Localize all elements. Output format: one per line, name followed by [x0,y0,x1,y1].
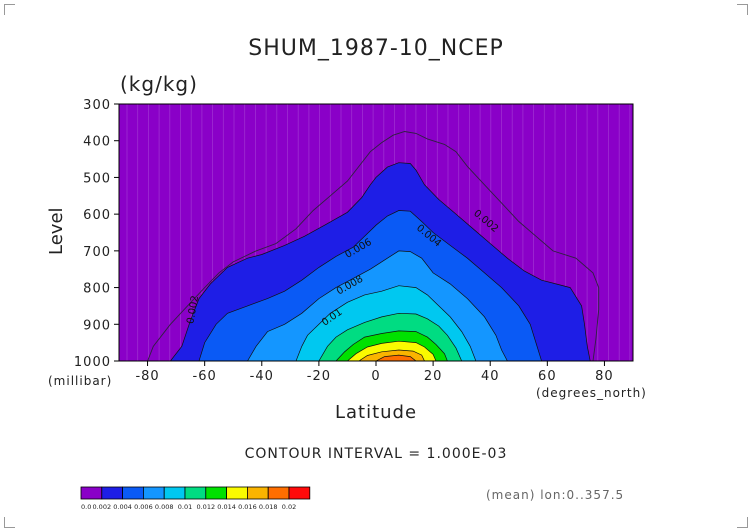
axes: 300 400 500 600 700 800 900 1000 -80 -60 -40 -20 0 20… [74,98,634,384]
plot-area [119,104,633,361]
x-tick-label: -60 [193,369,217,384]
x-tick-label: 20 [424,369,443,384]
colorbar-swatch [101,486,124,500]
y-tick-label: 900 [83,318,111,333]
crop-mark-top-right [737,4,748,15]
colorbar-label: 0.004 [113,503,132,511]
colorbar-label: 0.01 [178,503,192,511]
colorbar-swatch [184,486,207,500]
colorbar-label: 0.014 [217,503,236,511]
colorbar-label: 0.006 [134,503,153,511]
colorbar-swatch [246,486,269,500]
colorbar-swatch [142,486,165,500]
colorbar-label: 0.008 [155,503,174,511]
x-tick-label: 80 [595,369,614,384]
y-tick-label: 400 [83,135,111,150]
colorbar-label: 0.012 [196,503,215,511]
chart-units: (kg/kg) [120,72,198,96]
colorbar-label: 0.02 [282,503,296,511]
colorbar: 0.0 0.002 0.004 0.006 0.008 0.01 0.012 0.014 0.0… [80,486,311,511]
y-tick-label: 500 [83,171,111,186]
colorbar-label: 0.002 [92,503,111,511]
x-tick-label: -20 [307,369,331,384]
colorbar-swatch [205,486,228,500]
colorbar-swatch [267,486,290,500]
x-tick-label: 60 [538,369,557,384]
x-tick-label: 0 [371,369,380,384]
crop-mark-bottom-right [737,517,748,528]
y-tick-label: 600 [83,208,111,223]
y-tick-label: 1000 [74,355,111,370]
x-tick-label: -40 [250,369,274,384]
x-axis-label: Latitude [334,402,418,423]
contour-interval-text: CONTOUR INTERVAL = 1.000E-03 [244,446,508,462]
colorbar-swatch [226,486,248,500]
x-unit-label: (degrees_north) [536,386,647,400]
crop-mark-top-left [4,4,15,15]
colorbar-swatch [80,486,103,500]
contour-band-0.018 [375,354,417,361]
crop-mark-bottom-left [4,517,15,528]
contour-label: 0.002 [185,295,201,325]
footer-mean-text: (mean) lon:0..357.5 [486,488,625,502]
colorbar-label: 0.018 [259,503,278,511]
y-tick-label: 300 [83,98,111,113]
y-tick-label: 800 [83,282,111,297]
colorbar-swatch [288,486,311,500]
contour-line-0.001 [147,131,600,361]
y-tick-label: 700 [83,245,111,260]
colorbar-swatch [122,486,144,500]
colorbar-label: 0.0 [81,503,91,511]
colorbar-label: 0.016 [238,503,257,511]
chart-title: SHUM_1987-10_NCEP [248,36,504,61]
x-tick-label: -80 [135,369,159,384]
x-tick-label: 40 [481,369,500,384]
y-unit-label: (millibar) [48,374,113,388]
colorbar-swatch [163,486,186,500]
